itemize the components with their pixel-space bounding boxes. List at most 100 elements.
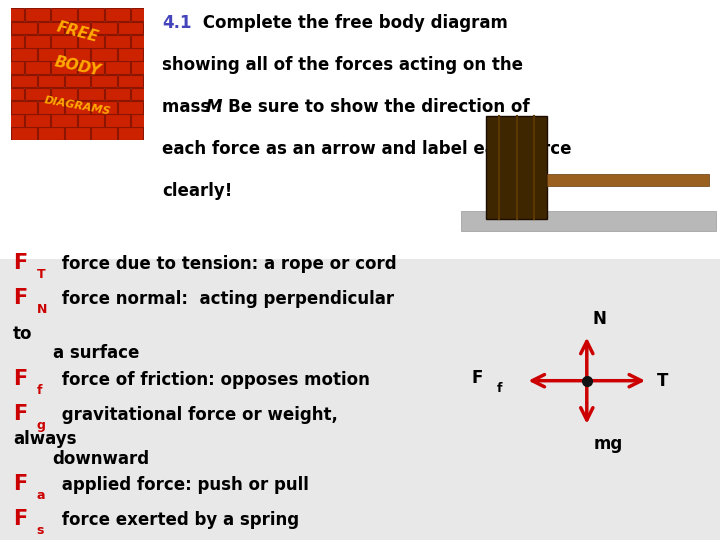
Bar bbox=[118, 22, 143, 35]
Bar bbox=[104, 8, 130, 21]
Bar bbox=[145, 75, 170, 87]
Text: mass: mass bbox=[162, 98, 216, 116]
Text: force due to tension: a rope or cord: force due to tension: a rope or cord bbox=[56, 255, 397, 273]
Text: force of friction: opposes motion: force of friction: opposes motion bbox=[56, 370, 370, 389]
Text: F: F bbox=[13, 368, 27, 389]
Bar bbox=[65, 48, 90, 61]
Bar bbox=[0, 87, 24, 100]
Bar bbox=[0, 8, 24, 21]
Bar bbox=[38, 48, 63, 61]
Text: f: f bbox=[497, 382, 503, 395]
Text: 4.1: 4.1 bbox=[162, 14, 192, 31]
Text: applied force: push or pull: applied force: push or pull bbox=[56, 476, 309, 494]
Text: F: F bbox=[472, 369, 483, 387]
Text: T: T bbox=[37, 268, 45, 281]
Bar bbox=[91, 127, 117, 140]
Text: f: f bbox=[37, 383, 42, 396]
Text: a surface: a surface bbox=[53, 344, 139, 362]
Bar bbox=[65, 127, 90, 140]
Text: force exerted by a spring: force exerted by a spring bbox=[56, 511, 300, 529]
Bar bbox=[78, 87, 104, 100]
Bar bbox=[12, 101, 37, 114]
Text: DIAGRAMS: DIAGRAMS bbox=[43, 95, 112, 117]
Text: to: to bbox=[13, 325, 32, 343]
Bar bbox=[65, 75, 90, 87]
Bar bbox=[547, 174, 709, 186]
Text: each force as an arrow and label each force: each force as an arrow and label each fo… bbox=[162, 140, 572, 158]
Bar bbox=[51, 114, 77, 127]
Text: mg: mg bbox=[594, 435, 624, 453]
Text: Complete the free body diagram: Complete the free body diagram bbox=[197, 14, 508, 31]
Bar bbox=[104, 61, 130, 74]
Text: M: M bbox=[206, 98, 222, 116]
Bar bbox=[104, 114, 130, 127]
Bar bbox=[461, 211, 716, 231]
Bar bbox=[145, 101, 170, 114]
Bar bbox=[0, 61, 24, 74]
Text: N: N bbox=[37, 303, 47, 316]
Bar bbox=[131, 8, 157, 21]
Text: F: F bbox=[13, 253, 27, 273]
Bar bbox=[24, 87, 50, 100]
Bar bbox=[38, 127, 63, 140]
Bar bbox=[65, 22, 90, 35]
Bar bbox=[91, 101, 117, 114]
Bar bbox=[51, 8, 77, 21]
Bar bbox=[12, 127, 37, 140]
Text: . Be sure to show the direction of: . Be sure to show the direction of bbox=[216, 98, 530, 116]
Text: downward: downward bbox=[53, 449, 150, 468]
Bar bbox=[118, 127, 143, 140]
Bar bbox=[118, 48, 143, 61]
Bar bbox=[104, 87, 130, 100]
Bar bbox=[78, 8, 104, 21]
Bar bbox=[145, 22, 170, 35]
Text: FREE: FREE bbox=[55, 19, 100, 45]
Bar bbox=[24, 61, 50, 74]
Bar bbox=[24, 114, 50, 127]
Bar bbox=[12, 75, 37, 87]
Bar bbox=[0, 35, 24, 48]
Text: F: F bbox=[13, 509, 27, 529]
Bar bbox=[104, 35, 130, 48]
Bar bbox=[51, 61, 77, 74]
Bar bbox=[78, 114, 104, 127]
Bar bbox=[118, 75, 143, 87]
Bar bbox=[78, 61, 104, 74]
Bar bbox=[145, 127, 170, 140]
Bar bbox=[12, 22, 37, 35]
Bar bbox=[0, 114, 24, 127]
Bar bbox=[65, 101, 90, 114]
Bar bbox=[91, 22, 117, 35]
Bar bbox=[131, 61, 157, 74]
Bar bbox=[91, 48, 117, 61]
Bar bbox=[38, 101, 63, 114]
Bar bbox=[51, 87, 77, 100]
Bar bbox=[24, 8, 50, 21]
Text: F: F bbox=[13, 288, 27, 308]
Text: F: F bbox=[13, 403, 27, 423]
Text: force normal:  acting perpendicular: force normal: acting perpendicular bbox=[56, 290, 395, 308]
Text: BODY: BODY bbox=[53, 54, 102, 78]
Bar bbox=[131, 35, 157, 48]
Text: T: T bbox=[657, 372, 668, 390]
Text: clearly!: clearly! bbox=[162, 182, 233, 200]
Bar bbox=[131, 87, 157, 100]
Bar bbox=[38, 75, 63, 87]
Bar bbox=[78, 35, 104, 48]
Text: s: s bbox=[37, 524, 44, 537]
Text: showing all of the forces acting on the: showing all of the forces acting on the bbox=[162, 56, 523, 73]
Bar bbox=[0, 259, 720, 540]
Bar bbox=[24, 35, 50, 48]
Bar bbox=[145, 48, 170, 61]
Bar bbox=[118, 101, 143, 114]
Text: N: N bbox=[593, 310, 606, 328]
Text: a: a bbox=[37, 489, 45, 502]
Bar bbox=[131, 114, 157, 127]
Text: F: F bbox=[13, 474, 27, 494]
Text: always: always bbox=[13, 430, 76, 448]
Bar bbox=[91, 75, 117, 87]
Bar bbox=[486, 116, 547, 219]
Text: gravitational force or weight,: gravitational force or weight, bbox=[56, 406, 338, 423]
Bar bbox=[38, 22, 63, 35]
Bar bbox=[51, 35, 77, 48]
